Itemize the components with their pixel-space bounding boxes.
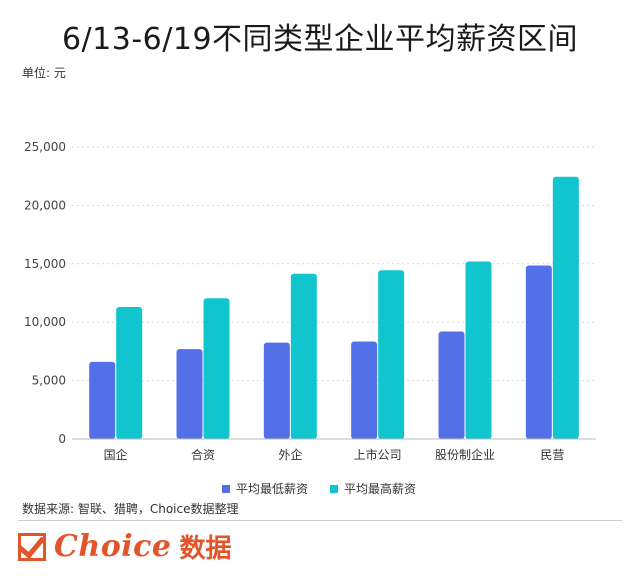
y-tick-label: 10,000: [24, 315, 66, 329]
x-category-label: 外企: [278, 447, 302, 462]
legend-item-low: 平均最低薪资: [222, 480, 308, 497]
legend-label-low: 平均最低薪资: [236, 482, 309, 496]
x-category-label: 股份制企业: [435, 447, 495, 462]
bar-low: [176, 349, 203, 439]
y-axis-ticks: 0 5,000 10,000 15,000 20,000 25,000: [24, 140, 66, 446]
data-source: 数据来源: 智联、猎聘，Choice数据整理: [22, 502, 239, 516]
bar-low: [438, 331, 465, 439]
bars: [89, 176, 579, 439]
bar-high: [378, 270, 405, 439]
bar-high: [552, 176, 579, 439]
x-category-label: 国企: [104, 447, 128, 462]
y-tick-label: 25,000: [24, 140, 66, 154]
footer-divider: [18, 520, 622, 521]
bar-high: [116, 307, 143, 439]
legend: 平均最低薪资 平均最高薪资: [222, 480, 416, 497]
grid-lines: [72, 146, 596, 382]
y-tick-label: 0: [58, 432, 66, 446]
legend-label-high: 平均最高薪资: [344, 482, 417, 496]
bar-low: [263, 342, 290, 439]
legend-item-high: 平均最高薪资: [330, 480, 416, 497]
bar-high: [290, 273, 317, 439]
bar-high: [203, 298, 230, 439]
x-category-label: 民营: [540, 448, 564, 462]
choice-logo: Choice 数据: [17, 528, 232, 565]
logo-text: Choice: [54, 529, 172, 564]
checkbox-icon: [17, 529, 46, 561]
bar-low: [351, 341, 378, 439]
legend-swatch-low: [222, 484, 230, 493]
bar-high: [465, 261, 492, 439]
unit-label: 单位: 元: [22, 66, 66, 80]
y-tick-label: 5,000: [32, 374, 66, 388]
bar-low: [525, 265, 552, 439]
legend-swatch-high: [330, 484, 339, 493]
x-category-label: 合资: [191, 447, 215, 462]
y-tick-label: 15,000: [24, 257, 66, 271]
bar-chart: 0 5,000 10,000 15,000 20,000 25,000 国企 合资 外企 上市公…: [24, 140, 596, 462]
y-tick-label: 20,000: [24, 198, 66, 212]
logo-suffix: 数据: [179, 534, 232, 564]
x-axis-labels: 国企 合资 外企 上市公司 股份制企业 民营: [104, 447, 565, 462]
x-category-label: 上市公司: [354, 447, 402, 462]
chart-title: 6/13-6/19不同类型企业平均薪资区间: [61, 22, 579, 57]
bar-low: [89, 361, 116, 439]
